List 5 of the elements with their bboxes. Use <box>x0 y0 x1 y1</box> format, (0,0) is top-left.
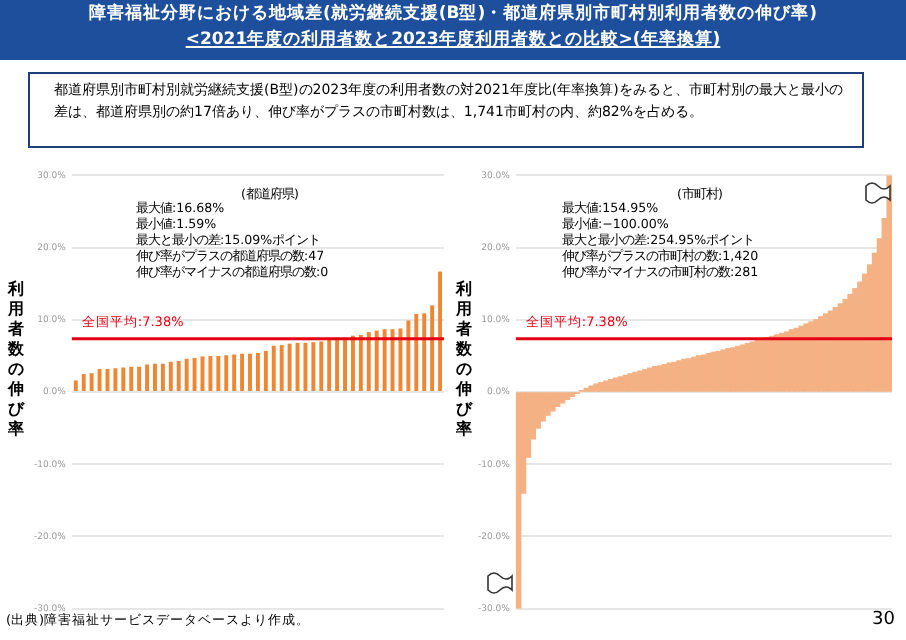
text: 障害福祉分野における地域差(就労継続支援(B型)・都道府県別市町村別利用者数の伸び率) <box>86 2 820 28</box>
y-axis-title: 利用者数の伸び率 <box>454 280 474 440</box>
text: 30 <box>872 610 895 630</box>
y-axis-title: 利用者数の伸び率 <box>6 280 26 440</box>
text: <2021年度の利用者数と2023年度利用者数との比較>(年率換算) <box>183 28 723 54</box>
